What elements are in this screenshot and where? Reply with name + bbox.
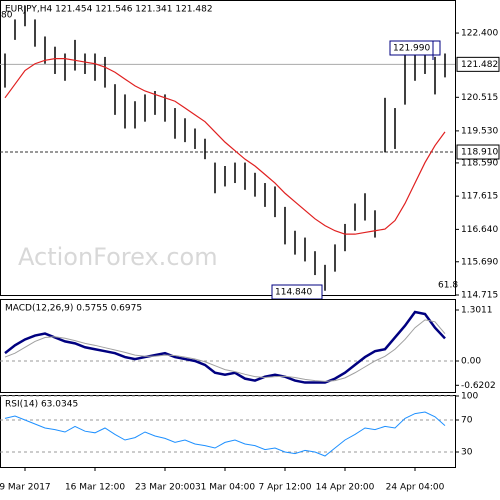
indicator-line bbox=[4, 411, 446, 457]
x-tick-label: 9 Mar 2017 bbox=[0, 483, 51, 493]
y-tick-label: 100 bbox=[461, 392, 478, 402]
y-tick-label: 119.530 bbox=[461, 126, 498, 136]
y-tick-label: 114.715 bbox=[461, 291, 498, 301]
annotation-box bbox=[389, 40, 441, 56]
y-tick-label: 115.690 bbox=[461, 257, 498, 267]
x-tick-label: 14 Apr 20:00 bbox=[316, 483, 375, 493]
panel-title: MACD(12,26,9) 0.5755 0.6975 bbox=[5, 304, 142, 314]
y-tick-label: 116.640 bbox=[461, 225, 498, 235]
level-box bbox=[456, 56, 500, 72]
panel-title: RSI(14) 63.0345 bbox=[5, 400, 78, 410]
x-tick-label: 23 Mar 20:00 bbox=[135, 483, 195, 493]
y-tick-label: 0.00 bbox=[461, 357, 481, 367]
x-tick-label: 31 Mar 04:00 bbox=[195, 483, 255, 493]
y-tick-label: 70 bbox=[461, 416, 473, 426]
watermark: ActionForex.com bbox=[18, 243, 218, 271]
annotation: 80 bbox=[1, 11, 13, 21]
y-tick-label: 30 bbox=[461, 448, 473, 458]
x-tick-label: 7 Apr 12:00 bbox=[259, 483, 312, 493]
moving-average bbox=[4, 58, 446, 235]
y-tick-label: 1.3011 bbox=[461, 306, 493, 316]
level-box bbox=[456, 144, 500, 160]
y-tick-label: 120.515 bbox=[461, 93, 498, 103]
level-label: 121.482 bbox=[461, 60, 498, 70]
indicator-line bbox=[4, 319, 446, 382]
annotation: 61.8 bbox=[438, 281, 458, 291]
x-tick-label: 24 Apr 04:00 bbox=[386, 483, 445, 493]
indicator-line bbox=[4, 310, 446, 384]
x-tick-label: 16 Mar 12:00 bbox=[65, 483, 125, 493]
annotation: 114.840 bbox=[275, 288, 312, 298]
y-tick-label: 117.615 bbox=[461, 192, 498, 202]
level-label: 118.910 bbox=[461, 148, 498, 158]
panel-title: EURJPY,H4 121.454 121.546 121.341 121.48… bbox=[5, 5, 213, 15]
y-tick-label: 122.400 bbox=[461, 29, 498, 39]
annotation: 121.990 bbox=[393, 44, 430, 54]
y-tick-label: -0.6202 bbox=[461, 381, 496, 391]
panel-frame bbox=[0, 0, 456, 296]
panel-frame bbox=[0, 299, 456, 393]
y-tick-label: 118.590 bbox=[461, 158, 498, 168]
